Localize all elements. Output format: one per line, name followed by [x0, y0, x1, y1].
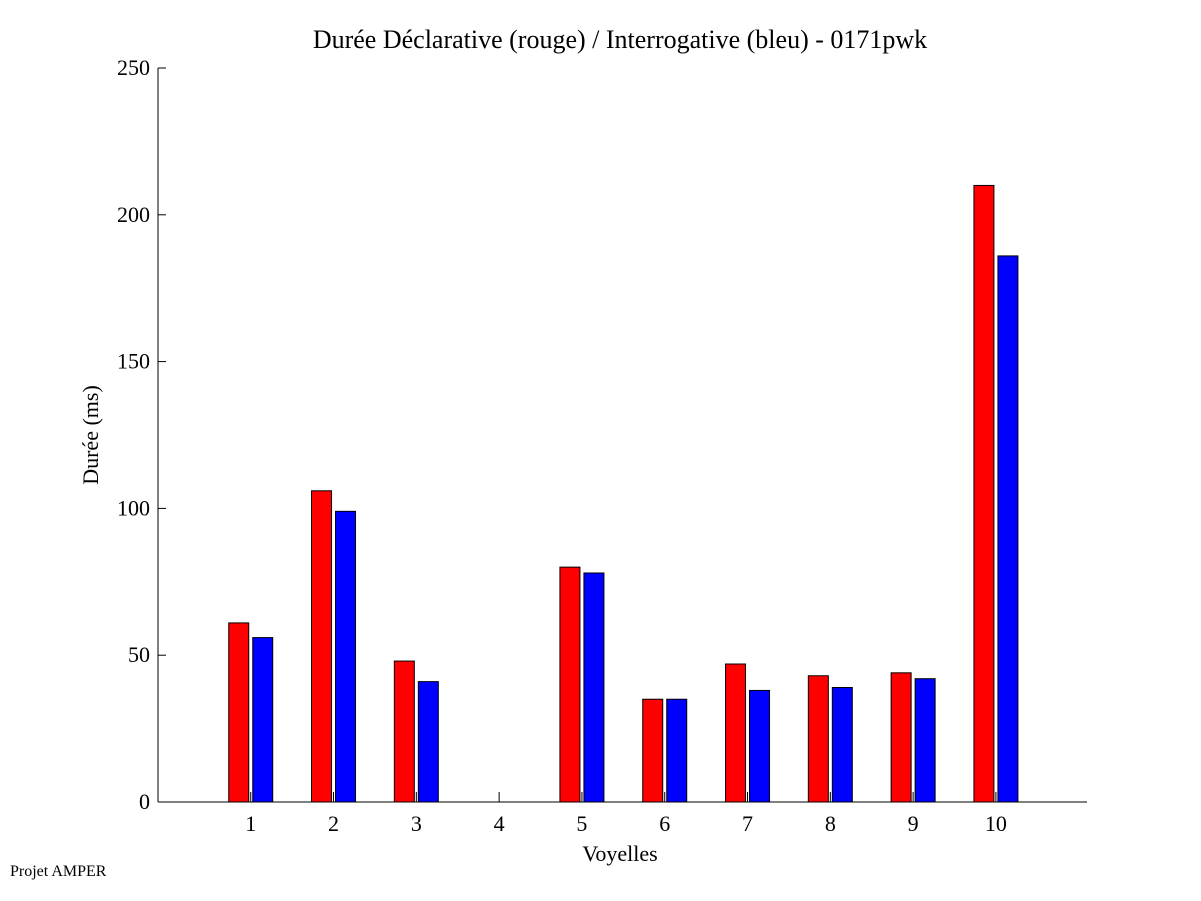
x-tick-label: 8	[825, 811, 836, 836]
bar	[311, 490, 333, 803]
bar	[642, 698, 664, 803]
y-tick-label: 150	[117, 349, 150, 374]
bar	[831, 686, 853, 803]
x-tick-label: 10	[985, 811, 1007, 836]
bar	[252, 637, 274, 803]
x-tick-label: 1	[245, 811, 256, 836]
y-tick-label: 100	[117, 495, 150, 520]
bar	[335, 510, 357, 803]
x-tick-label: 4	[494, 811, 505, 836]
bar	[914, 678, 936, 803]
y-tick-label: 0	[139, 789, 150, 814]
x-tick-label: 7	[742, 811, 753, 836]
x-tick-label: 6	[659, 811, 670, 836]
bar	[890, 672, 912, 803]
bar	[973, 184, 995, 803]
y-tick-label: 250	[117, 55, 150, 80]
x-axis-label: Voyelles	[582, 841, 657, 866]
bar	[997, 255, 1019, 803]
bar	[725, 663, 747, 803]
x-tick-label: 3	[411, 811, 422, 836]
bar	[393, 660, 415, 803]
x-tick-label: 9	[908, 811, 919, 836]
y-axis-label: Durée (ms)	[78, 385, 103, 485]
y-tick-label: 200	[117, 202, 150, 227]
bar	[583, 572, 605, 803]
y-tick-label: 50	[128, 642, 150, 667]
bar	[228, 622, 250, 803]
bar	[559, 566, 581, 803]
chart-title: Durée Déclarative (rouge) / Interrogativ…	[313, 25, 927, 54]
plot-area: 0 50 100 150 200 250 1 2 3 4 5 6 7 8 9 10	[117, 55, 1087, 836]
bar	[807, 675, 829, 803]
bar	[417, 681, 439, 803]
x-tick-label: 5	[576, 811, 587, 836]
bar	[749, 689, 771, 803]
x-tick-label: 2	[328, 811, 339, 836]
footer-text: Projet AMPER	[10, 863, 107, 880]
bar	[666, 698, 688, 803]
